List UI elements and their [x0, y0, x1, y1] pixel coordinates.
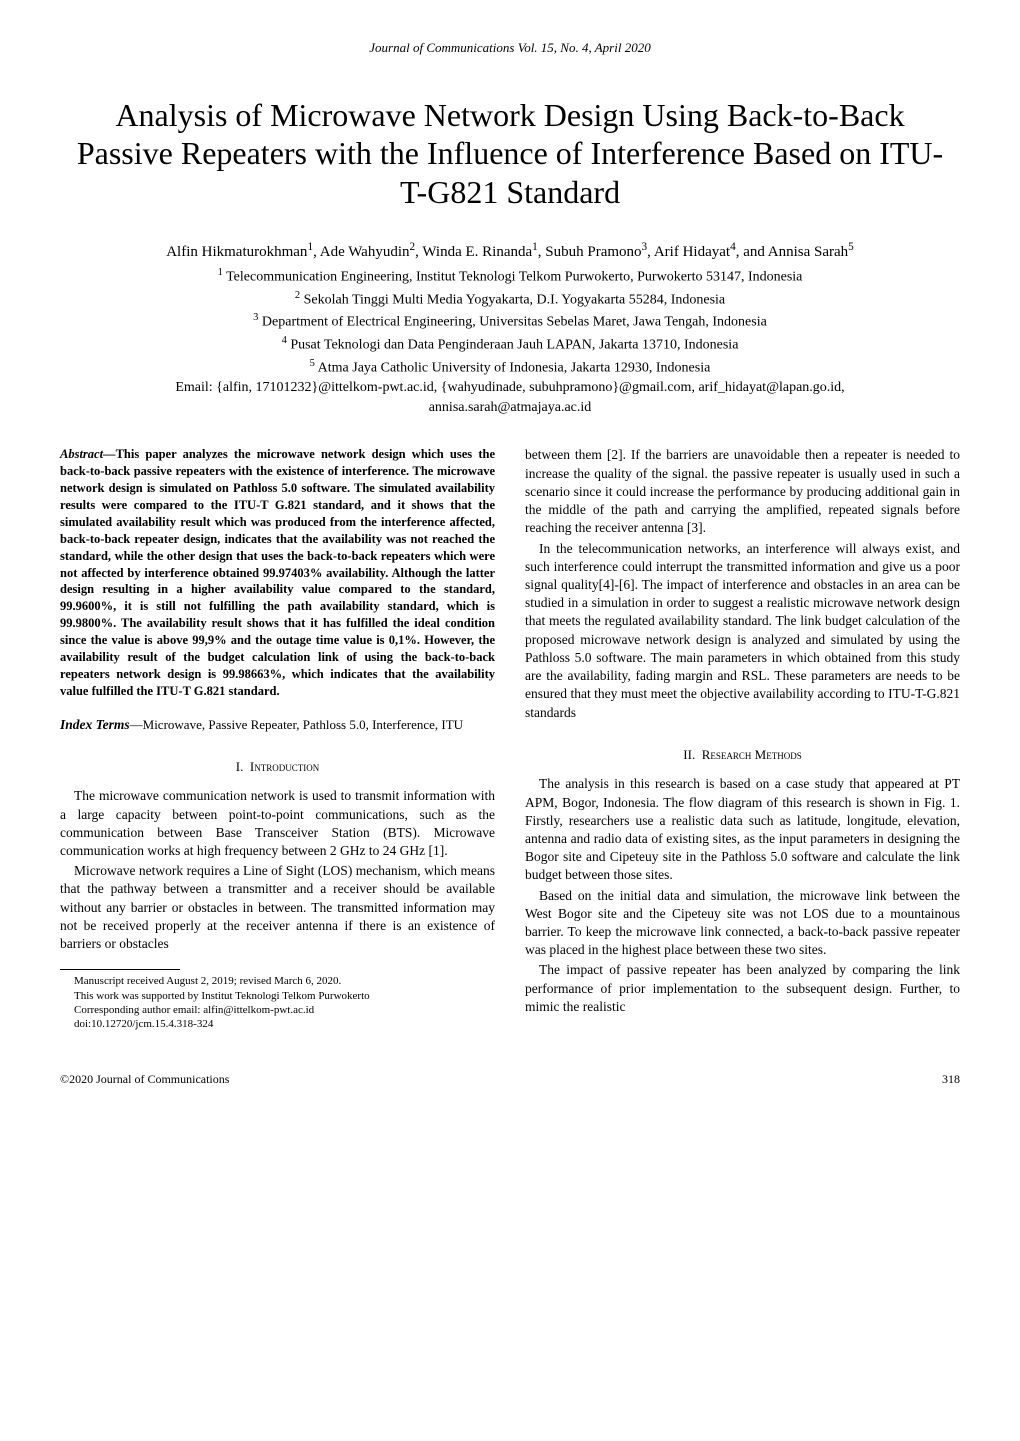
section-1-title: Introduction [250, 759, 319, 774]
footer-copyright: ©2020 Journal of Communications [60, 1072, 229, 1087]
footer-page-number: 318 [942, 1072, 960, 1087]
footnote-doi: doi:10.12720/jcm.15.4.318-324 [60, 1017, 495, 1031]
footnote-corresponding: Corresponding author email: alfin@ittelk… [60, 1003, 495, 1017]
two-column-layout: Abstract—This paper analyzes the microwa… [60, 446, 960, 1031]
methods-paragraph-2: Based on the initial data and simulation… [525, 887, 960, 960]
affiliations-block: 1 Telecommunication Engineering, Institu… [60, 267, 960, 376]
right-column: between them [2]. If the barriers are un… [525, 446, 960, 1031]
abstract-paragraph: Abstract—This paper analyzes the microwa… [60, 446, 495, 699]
section-2-number: II. [683, 747, 695, 762]
paper-title: Analysis of Microwave Network Design Usi… [70, 96, 950, 211]
affiliation-5: 5 Atma Jaya Catholic University of Indon… [60, 358, 960, 377]
abstract-body: This paper analyzes the microwave networ… [60, 447, 495, 697]
section-2-title: Research Methods [702, 747, 802, 762]
affiliation-4: 4 Pusat Teknologi dan Data Penginderaan … [60, 335, 960, 354]
footnote-separator [60, 969, 180, 970]
section-2-heading: II. Research Methods [525, 746, 960, 764]
page-footer: ©2020 Journal of Communications 318 [60, 1072, 960, 1087]
affiliation-3: 3 Department of Electrical Engineering, … [60, 312, 960, 331]
index-terms-line: Index Terms—Microwave, Passive Repeater,… [60, 716, 495, 734]
abstract-label: Abstract— [60, 447, 116, 461]
intro-paragraph-2: Microwave network requires a Line of Sig… [60, 862, 495, 953]
index-terms-label: Index Terms [60, 717, 130, 732]
intro-paragraph-1: The microwave communication network is u… [60, 787, 495, 860]
authors-line: Alfin Hikmaturokhman1, Ade Wahyudin2, Wi… [60, 241, 960, 261]
footnote-support: This work was supported by Institut Tekn… [60, 989, 495, 1003]
methods-paragraph-1: The analysis in this research is based o… [525, 775, 960, 884]
emails-line-1: Email: {alfin, 17101232}@ittelkom-pwt.ac… [60, 380, 960, 396]
affiliation-1: 1 Telecommunication Engineering, Institu… [60, 267, 960, 286]
index-terms-text: —Microwave, Passive Repeater, Pathloss 5… [130, 717, 463, 732]
journal-header: Journal of Communications Vol. 15, No. 4… [60, 40, 960, 56]
col2-paragraph-1: between them [2]. If the barriers are un… [525, 446, 960, 537]
section-1-heading: I. Introduction [60, 758, 495, 776]
methods-paragraph-3: The impact of passive repeater has been … [525, 961, 960, 1016]
section-1-number: I. [236, 759, 244, 774]
left-column: Abstract—This paper analyzes the microwa… [60, 446, 495, 1031]
col2-paragraph-2: In the telecommunication networks, an in… [525, 540, 960, 722]
footnote-manuscript: Manuscript received August 2, 2019; revi… [60, 974, 495, 988]
emails-line-2: annisa.sarah@atmajaya.ac.id [60, 400, 960, 416]
affiliation-2: 2 Sekolah Tinggi Multi Media Yogyakarta,… [60, 290, 960, 309]
